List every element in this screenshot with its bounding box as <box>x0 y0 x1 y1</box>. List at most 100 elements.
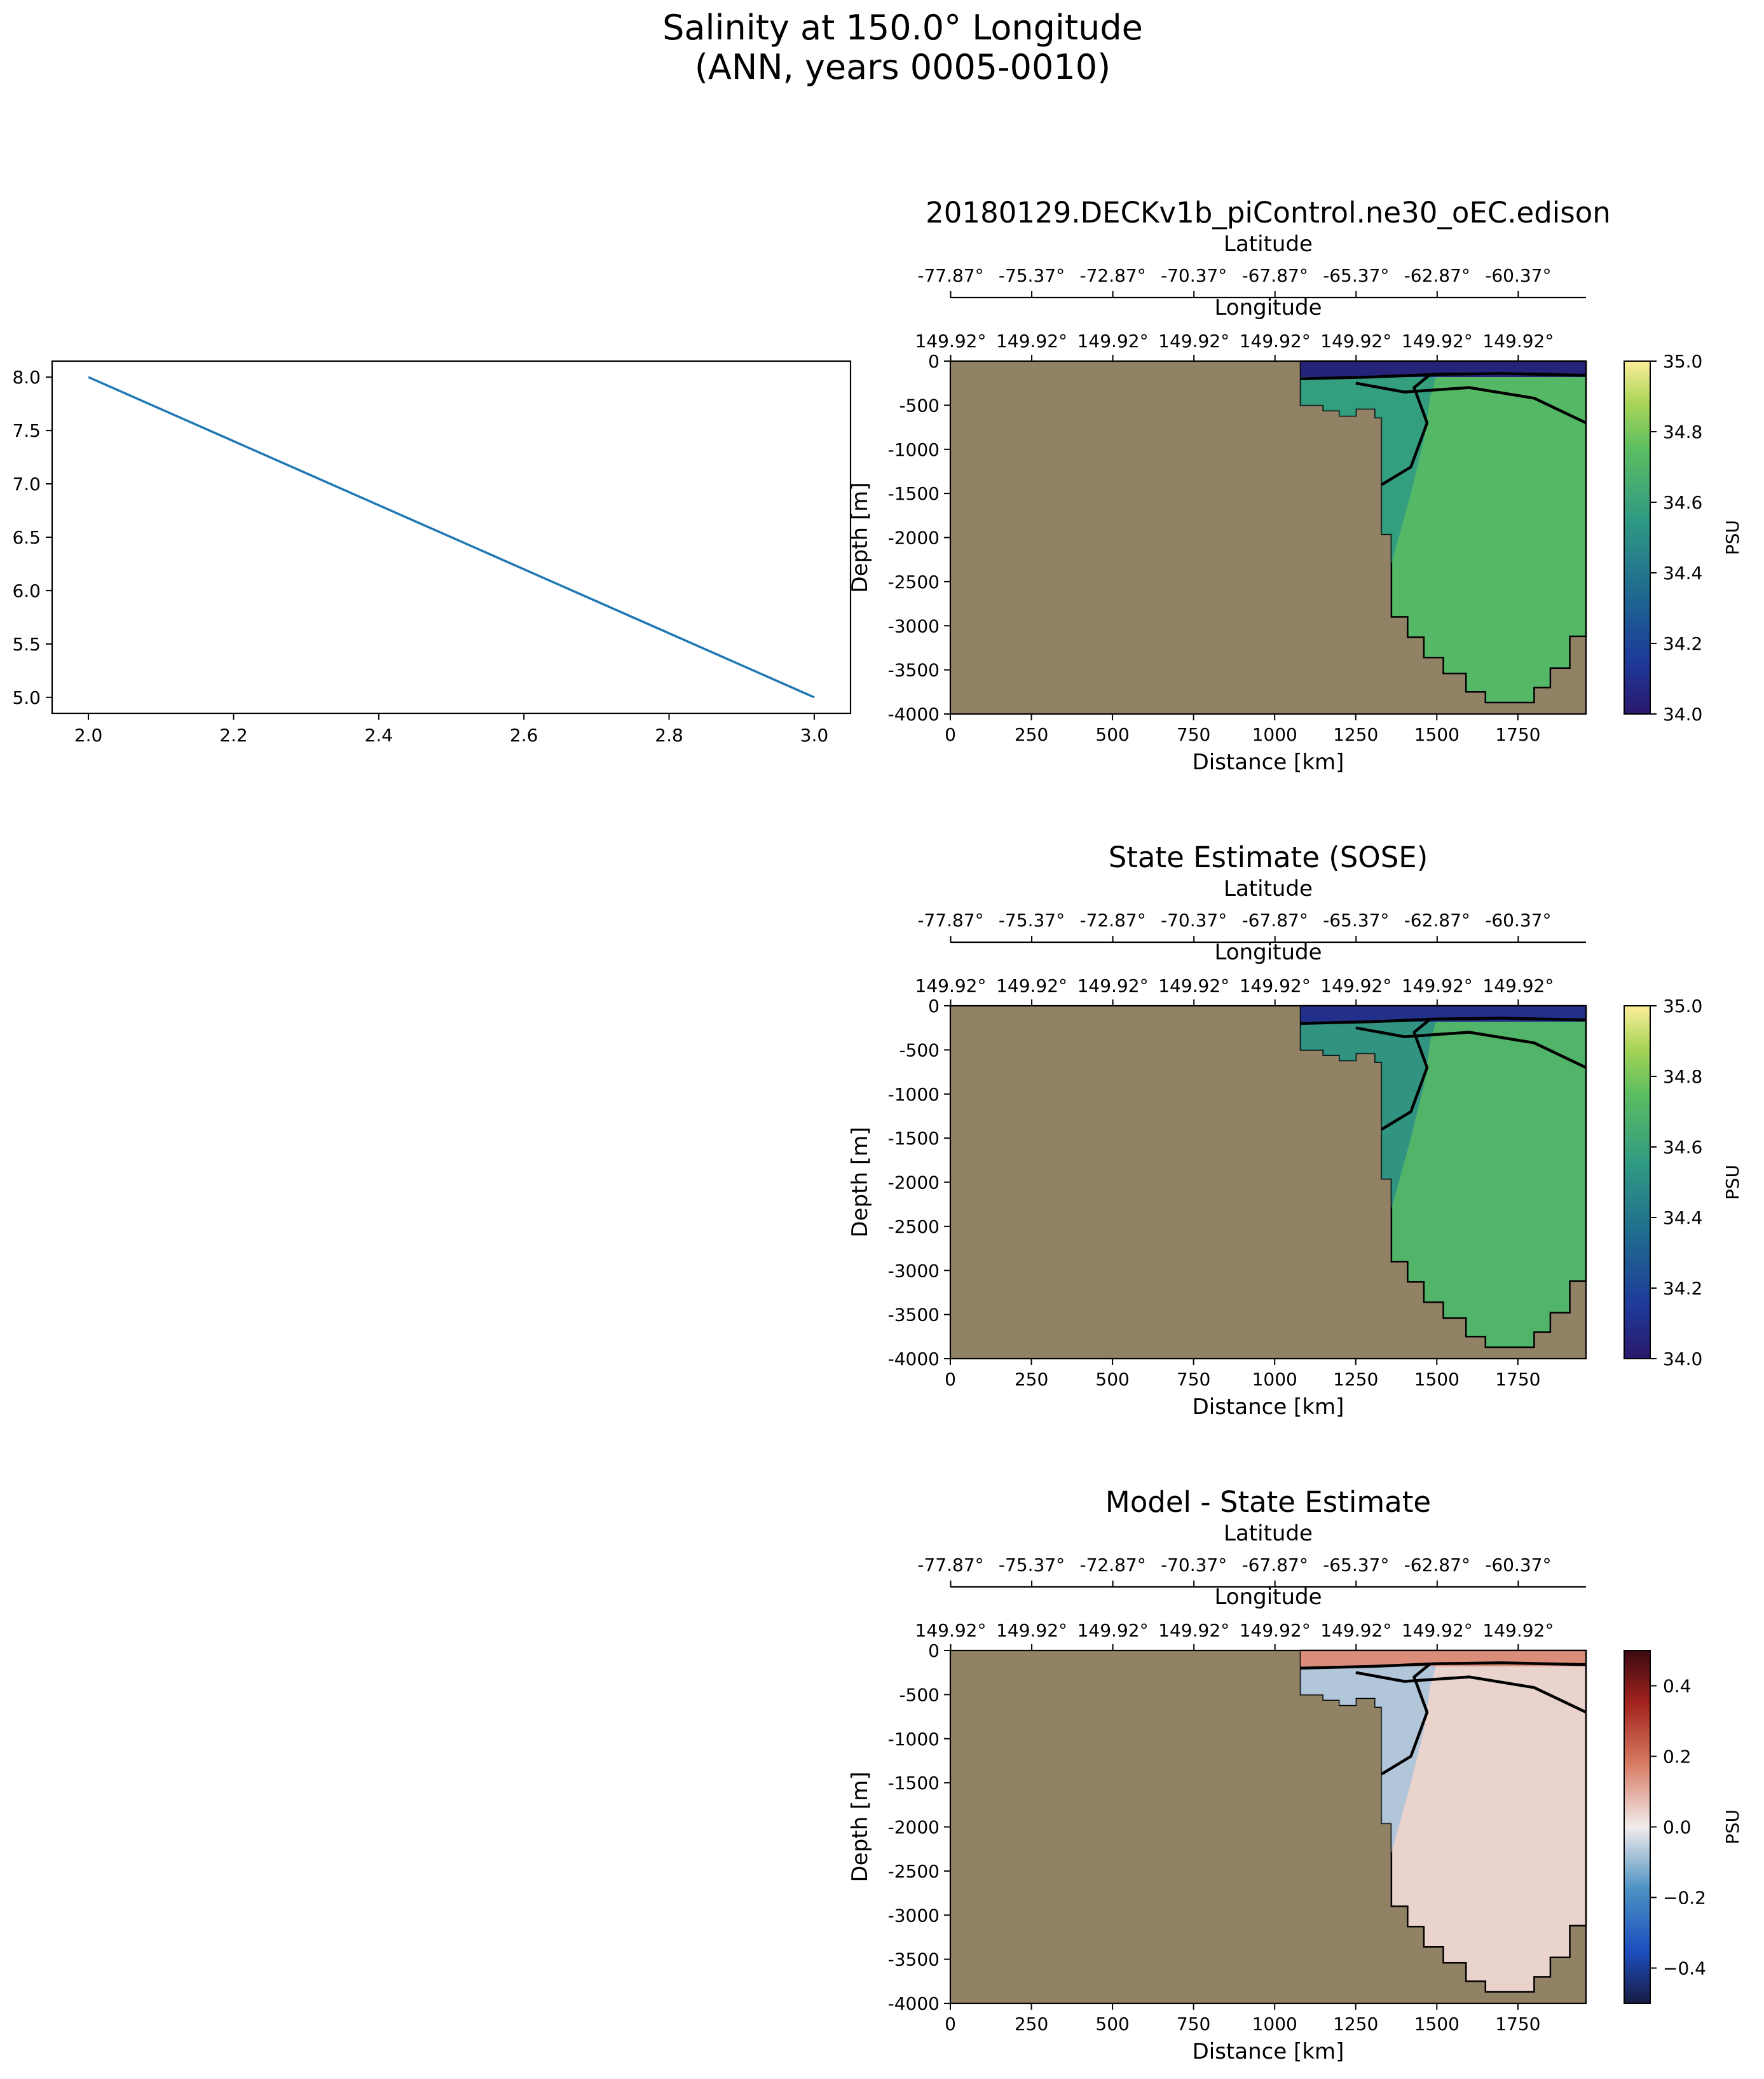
longitude-tick-label: 149.92° <box>1077 975 1149 996</box>
latitude-tick-label: -70.37° <box>1161 1554 1227 1575</box>
longitude-axis-label: Longitude <box>1214 940 1322 965</box>
x-tick-label: 1000 <box>1252 724 1297 745</box>
y-tick-label: -3000 <box>888 1905 940 1926</box>
colorbar-tick-label: 34.2 <box>1663 1278 1702 1299</box>
colorbar-tick-label: 0.0 <box>1663 1817 1692 1838</box>
y-tick-label: -2500 <box>888 1216 940 1237</box>
latitude-tick-label: -65.37° <box>1323 910 1389 931</box>
y-tick-label: -1500 <box>888 1128 940 1149</box>
x-tick-label: 1750 <box>1495 2014 1540 2034</box>
sose-section-panel: State Estimate (SOSE)Latitude -77.87° -75.… <box>847 841 1743 1420</box>
x-tick-label: 1500 <box>1414 1369 1460 1390</box>
longitude-tick-label: 149.92° <box>1320 975 1391 996</box>
longitude-tick-label: 149.92° <box>996 331 1067 352</box>
y-tick-label: -1500 <box>888 483 940 504</box>
longitude-tick-label: 149.92° <box>1482 975 1554 996</box>
latitude-tick-label: -70.37° <box>1161 265 1227 286</box>
x-tick-label: 1000 <box>1252 1369 1297 1390</box>
y-tick-label: -3500 <box>888 660 940 681</box>
contour-line <box>1355 381 1587 425</box>
x-axis-label: Distance [km] <box>1193 1394 1344 1420</box>
longitude-tick-label: 149.92° <box>996 975 1067 996</box>
y-tick-label: -2000 <box>888 1172 940 1193</box>
latitude-axis-label: Latitude <box>1224 231 1313 257</box>
slope-water-mass <box>1301 1653 1437 1854</box>
colorbar-tick-label: 34.2 <box>1663 633 1702 654</box>
latitude-tick-label: -75.37° <box>999 265 1065 286</box>
latitude-tick-label: -65.37° <box>1323 265 1389 286</box>
y-tick-label: 0 <box>928 1640 940 1661</box>
x-tick-label: 250 <box>1015 724 1048 745</box>
latitude-tick-label: -75.37° <box>999 1554 1065 1575</box>
y-tick-label: -2500 <box>888 1861 940 1882</box>
colorbar-tick-label: 34.4 <box>1663 563 1702 584</box>
y-tick-label: -3500 <box>888 1949 940 1970</box>
x-axis-label: Distance [km] <box>1193 2039 1344 2064</box>
longitude-tick-label: 149.92° <box>1402 975 1473 996</box>
y-tick-label: -1500 <box>888 1773 940 1794</box>
x-tick-label: 2.4 <box>365 725 393 746</box>
x-tick-label: 500 <box>1095 724 1129 745</box>
latitude-tick-label: -72.87° <box>1079 1554 1145 1575</box>
longitude-tick-label: 149.92° <box>1482 1620 1554 1641</box>
longitude-tick-label: 149.92° <box>1482 331 1554 352</box>
panel-title: 20180129.DECKv1b_piControl.ne30_oEC.edis… <box>926 196 1611 230</box>
latitude-tick-label: -62.87° <box>1404 910 1470 931</box>
y-tick-label: -1000 <box>888 1084 940 1105</box>
contour-line <box>1381 1663 1432 1776</box>
latitude-tick-label: -65.37° <box>1323 1554 1389 1575</box>
colorbar-tick-label: 35.0 <box>1663 351 1702 372</box>
longitude-tick-label: 149.92° <box>1320 1620 1391 1641</box>
y-tick-label: -3000 <box>888 1260 940 1281</box>
x-tick-label: 0 <box>945 1369 956 1390</box>
colorbar-tick-label: 34.6 <box>1663 1137 1702 1158</box>
colorbar-tick-label: 35.0 <box>1663 996 1702 1017</box>
x-axis-label: Distance [km] <box>1193 750 1344 775</box>
panel-title: Model - State Estimate <box>1105 1485 1431 1519</box>
colorbar-tick-label: −0.4 <box>1663 1958 1706 1979</box>
line-chart: 2.0 2.2 2.4 2.6 2.8 3.0 5.0 5.5 6.0 6.5 7.0 7.5 8.0 <box>12 360 852 746</box>
y-tick-label: -4000 <box>888 1993 940 2014</box>
contour-line <box>1300 372 1587 381</box>
x-tick-label: 1000 <box>1252 2014 1297 2034</box>
x-tick-label: 3.0 <box>800 725 829 746</box>
x-tick-label: 1500 <box>1414 724 1460 745</box>
x-tick-label: 750 <box>1177 1369 1210 1390</box>
y-tick-label: -4000 <box>888 704 940 725</box>
longitude-tick-label: 149.92° <box>1158 1620 1229 1641</box>
colorbar <box>1624 1650 1651 2004</box>
y-tick-label: 6.0 <box>12 580 41 601</box>
slope-water-mass <box>1301 1008 1437 1209</box>
colorbar-label: PSU <box>1722 1165 1743 1200</box>
y-tick-label: 0 <box>928 351 940 372</box>
latitude-tick-label: -67.87° <box>1242 1554 1308 1575</box>
latitude-tick-label: -70.37° <box>1161 910 1227 931</box>
latitude-tick-label: -72.87° <box>1079 265 1145 286</box>
longitude-tick-label: 149.92° <box>1158 975 1229 996</box>
latitude-tick-label: -72.87° <box>1079 910 1145 931</box>
contour-line <box>1381 1018 1432 1131</box>
y-tick-label: -3000 <box>888 615 940 636</box>
latitude-tick-label: -77.87° <box>917 265 983 286</box>
x-tick-label: 0 <box>945 724 956 745</box>
longitude-tick-label: 149.92° <box>1402 331 1473 352</box>
latitude-axis-label: Latitude <box>1224 1521 1313 1546</box>
latitude-tick-label: -77.87° <box>917 1554 983 1575</box>
longitude-tick-label: 149.92° <box>1158 331 1229 352</box>
colorbar-tick-label: 34.0 <box>1663 1348 1702 1369</box>
latitude-tick-label: -62.87° <box>1404 1554 1470 1575</box>
longitude-tick-label: 149.92° <box>915 331 987 352</box>
x-tick-label: 1250 <box>1333 1369 1378 1390</box>
x-tick-label: 250 <box>1015 1369 1048 1390</box>
longitude-tick-label: 149.92° <box>1320 331 1391 352</box>
longitude-tick-label: 149.92° <box>915 1620 987 1641</box>
x-tick-label: 500 <box>1095 1369 1129 1390</box>
colorbar-tick-label: 0.4 <box>1663 1676 1692 1697</box>
y-tick-label: 7.0 <box>12 474 41 495</box>
latitude-tick-label: -67.87° <box>1242 910 1308 931</box>
y-tick-label: -2000 <box>888 528 940 549</box>
longitude-tick-label: 149.92° <box>996 1620 1067 1641</box>
x-tick-label: 2.0 <box>74 725 103 746</box>
